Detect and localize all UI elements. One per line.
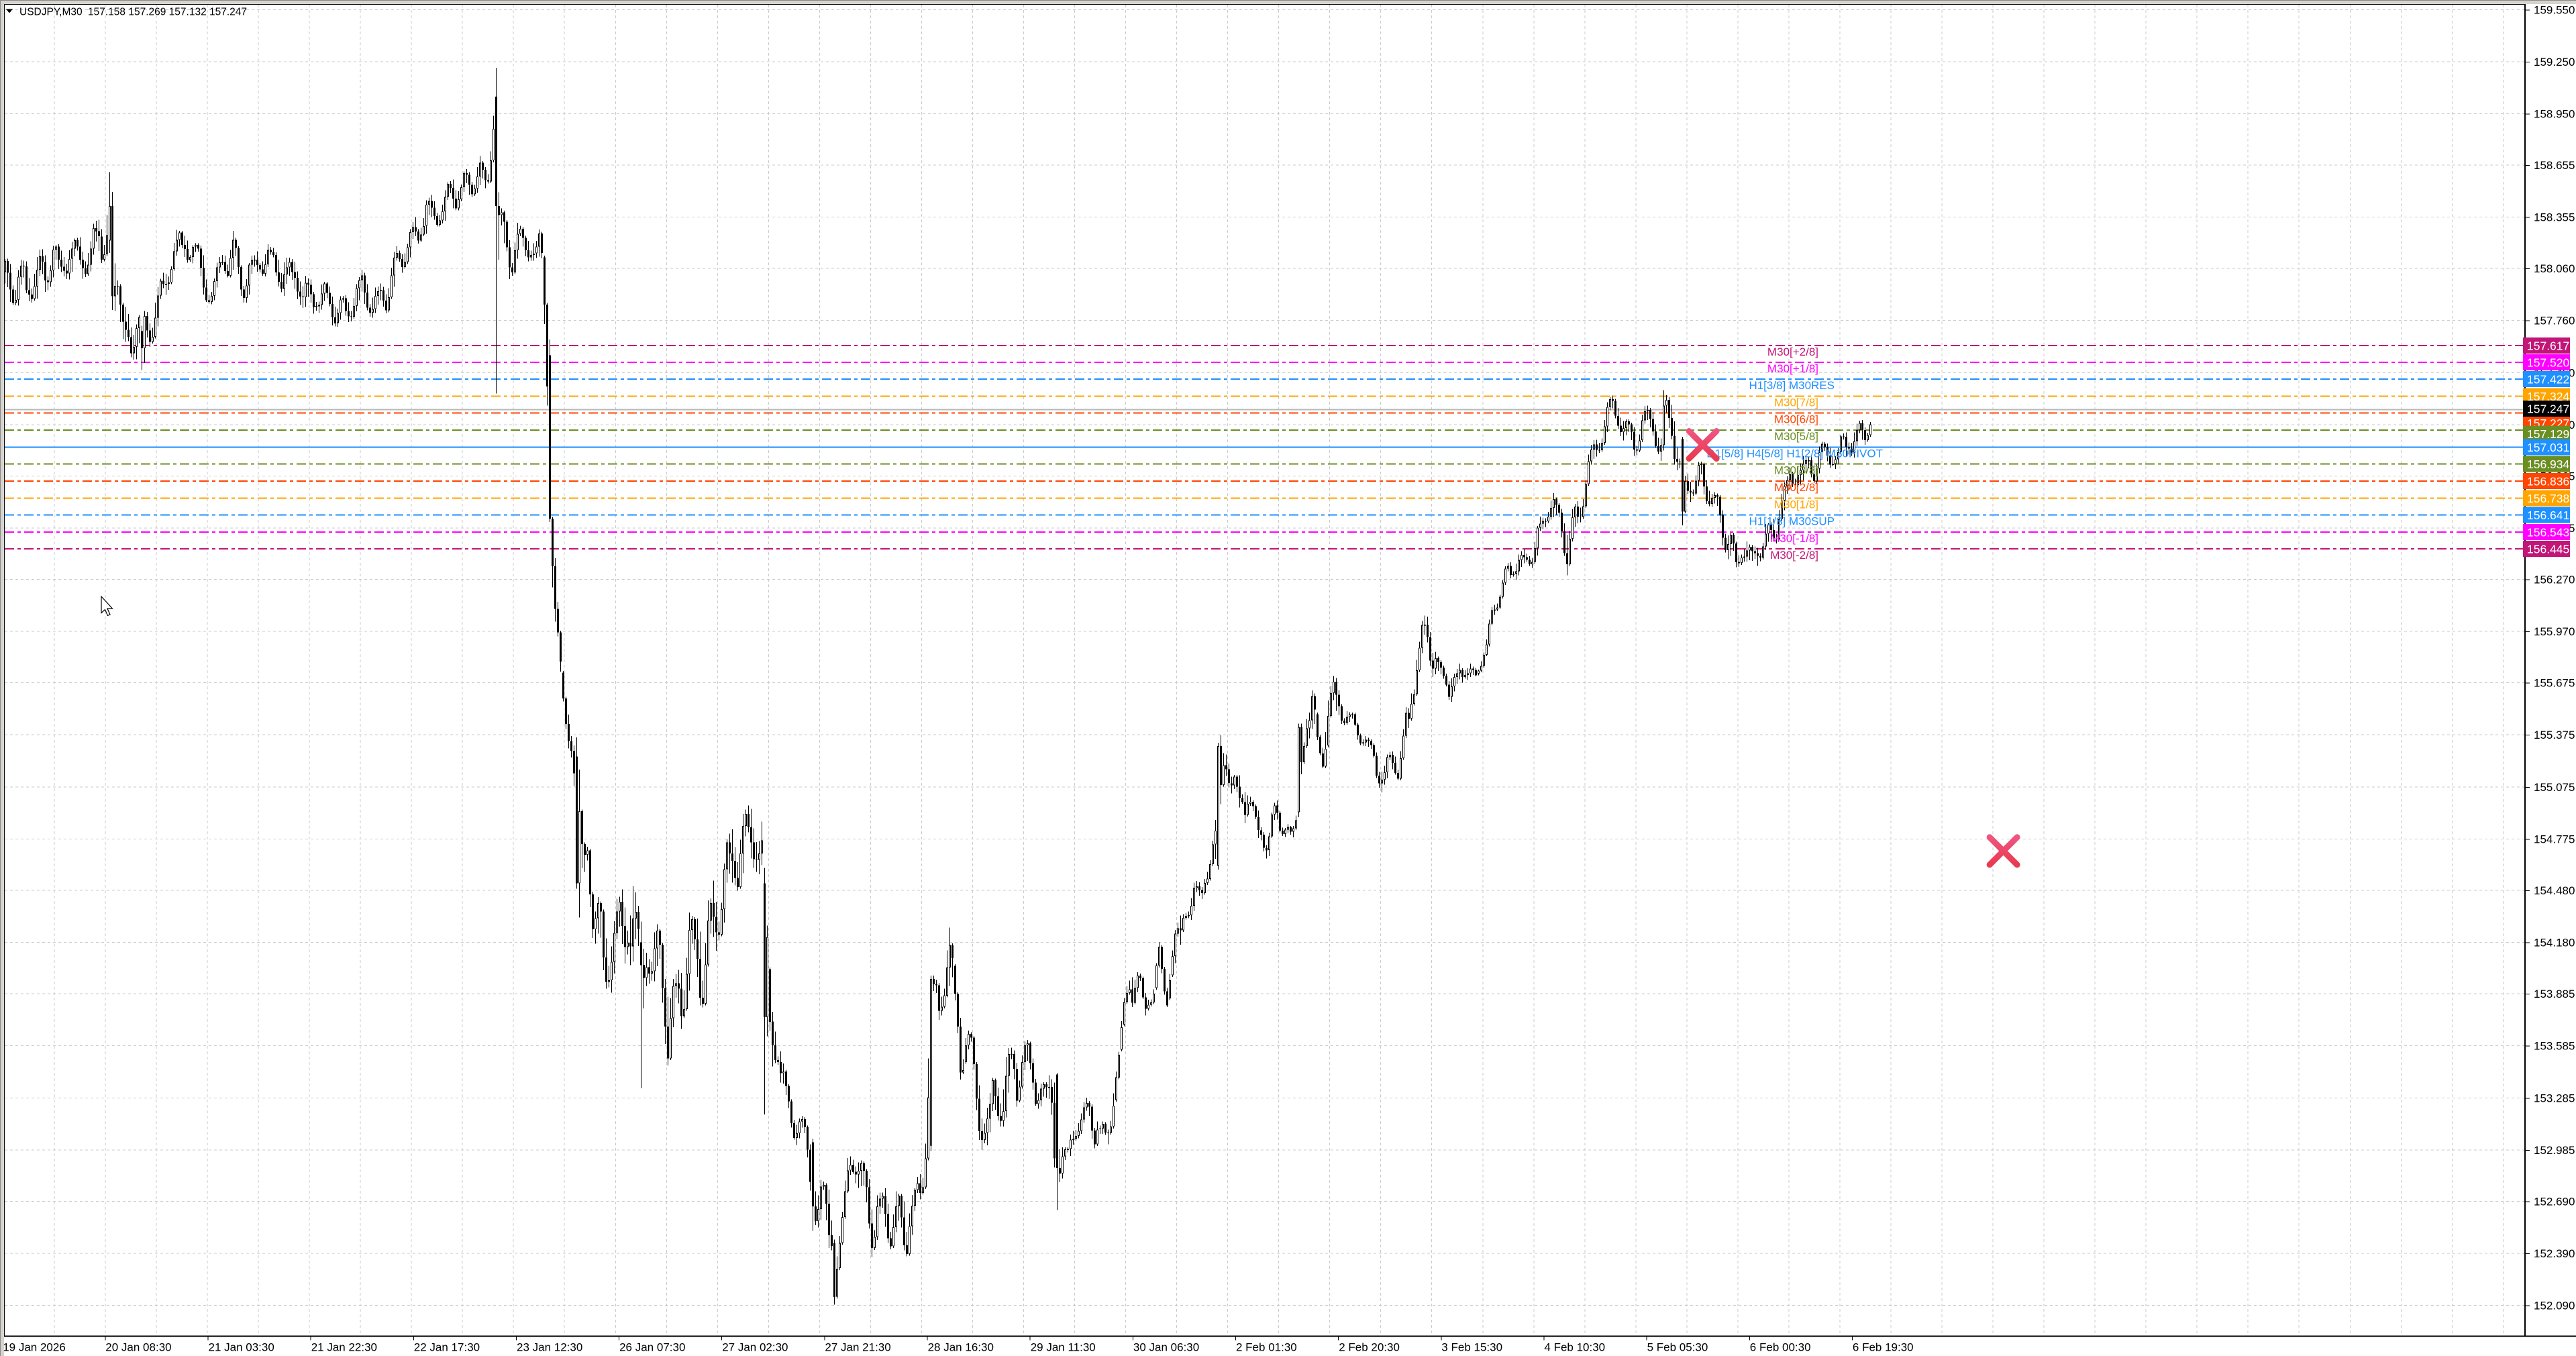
svg-text:157.760: 157.760 [2534, 315, 2575, 327]
svg-text:5 Feb 05:30: 5 Feb 05:30 [1647, 1341, 1708, 1354]
svg-text:152.690: 152.690 [2534, 1195, 2575, 1208]
svg-text:2 Feb 01:30: 2 Feb 01:30 [1236, 1341, 1297, 1354]
svg-text:155.970: 155.970 [2534, 625, 2575, 638]
svg-text:M30[+2/8]: M30[+2/8] [1767, 346, 1818, 358]
svg-text:156.270: 156.270 [2534, 574, 2575, 586]
svg-text:155.675: 155.675 [2534, 677, 2575, 690]
svg-text:M30[+1/8]: M30[+1/8] [1767, 362, 1818, 375]
svg-text:155.375: 155.375 [2534, 729, 2575, 741]
svg-text:157.422: 157.422 [2527, 373, 2569, 386]
svg-text:157.617: 157.617 [2527, 339, 2569, 352]
svg-text:158.655: 158.655 [2534, 159, 2575, 172]
svg-text:19 Jan 2026: 19 Jan 2026 [3, 1341, 66, 1354]
svg-text:29 Jan 11:30: 29 Jan 11:30 [1031, 1341, 1096, 1354]
svg-text:M30[3/8]: M30[3/8] [1774, 464, 1818, 477]
svg-text:H1[3/8] M30RES: H1[3/8] M30RES [1749, 379, 1835, 392]
svg-text:H1[1/8] M30SUP: H1[1/8] M30SUP [1749, 515, 1835, 527]
svg-text:4 Feb 10:30: 4 Feb 10:30 [1544, 1341, 1605, 1354]
svg-text:159.550: 159.550 [2534, 3, 2575, 16]
svg-text:152.390: 152.390 [2534, 1247, 2575, 1260]
svg-text:6 Feb 19:30: 6 Feb 19:30 [1853, 1341, 1914, 1354]
svg-text:30 Jan 06:30: 30 Jan 06:30 [1133, 1341, 1199, 1354]
svg-text:M30[6/8]: M30[6/8] [1774, 413, 1818, 426]
svg-text:154.775: 154.775 [2534, 833, 2575, 846]
svg-text:6 Feb 00:30: 6 Feb 00:30 [1750, 1341, 1811, 1354]
svg-text:157.129: 157.129 [2527, 427, 2569, 441]
svg-text:M30[1/8]: M30[1/8] [1774, 498, 1818, 511]
svg-text:156.543: 156.543 [2527, 525, 2569, 539]
svg-text:28 Jan 16:30: 28 Jan 16:30 [928, 1341, 994, 1354]
svg-text:M30[5/8]: M30[5/8] [1774, 430, 1818, 443]
svg-text:156.445: 156.445 [2527, 543, 2569, 556]
svg-text:159.250: 159.250 [2534, 56, 2575, 68]
svg-text:153.585: 153.585 [2534, 1040, 2575, 1053]
svg-text:155.075: 155.075 [2534, 781, 2575, 794]
svg-text:157.520: 157.520 [2527, 356, 2570, 369]
svg-text:154.480: 154.480 [2534, 884, 2575, 897]
svg-text:154.180: 154.180 [2534, 937, 2575, 949]
svg-text:157.247: 157.247 [2527, 403, 2569, 416]
svg-text:D1[5/8] H4[5/8] H1[2/8] M30PIV: D1[5/8] H4[5/8] H1[2/8] M30PIVOT [1706, 448, 1883, 460]
svg-text:M30[7/8]: M30[7/8] [1774, 397, 1818, 409]
svg-text:156.738: 156.738 [2527, 492, 2569, 505]
svg-text:158.060: 158.060 [2534, 262, 2575, 275]
svg-text:158.950: 158.950 [2534, 108, 2575, 121]
svg-text:21 Jan 22:30: 21 Jan 22:30 [311, 1341, 377, 1354]
svg-text:M30[2/8]: M30[2/8] [1774, 481, 1818, 494]
svg-text:2 Feb 20:30: 2 Feb 20:30 [1339, 1341, 1400, 1354]
svg-text:3 Feb 15:30: 3 Feb 15:30 [1441, 1341, 1502, 1354]
svg-text:156.934: 156.934 [2527, 458, 2570, 471]
svg-text:152.090: 152.090 [2534, 1300, 2575, 1312]
svg-text:M30[-1/8]: M30[-1/8] [1770, 532, 1818, 545]
svg-text:27 Jan 21:30: 27 Jan 21:30 [825, 1341, 890, 1354]
svg-text:26 Jan 07:30: 26 Jan 07:30 [619, 1341, 685, 1354]
svg-text:157.324: 157.324 [2527, 390, 2570, 403]
svg-text:23 Jan 12:30: 23 Jan 12:30 [517, 1341, 582, 1354]
svg-text:157.158 157.269 157.132 157.24: 157.158 157.269 157.132 157.247 [88, 7, 247, 18]
svg-text:158.355: 158.355 [2534, 211, 2575, 224]
svg-text:22 Jan 17:30: 22 Jan 17:30 [414, 1341, 480, 1354]
svg-text:156.641: 156.641 [2527, 509, 2569, 522]
svg-text:M30[-2/8]: M30[-2/8] [1770, 549, 1818, 562]
svg-text:153.285: 153.285 [2534, 1092, 2575, 1104]
svg-text:156.836: 156.836 [2527, 475, 2569, 488]
svg-text:21 Jan 03:30: 21 Jan 03:30 [209, 1341, 274, 1354]
svg-text:153.885: 153.885 [2534, 988, 2575, 1000]
svg-text:20 Jan 08:30: 20 Jan 08:30 [105, 1341, 171, 1354]
svg-text:152.985: 152.985 [2534, 1144, 2575, 1157]
svg-text:USDJPY,M30: USDJPY,M30 [19, 7, 83, 18]
svg-text:27 Jan 02:30: 27 Jan 02:30 [722, 1341, 788, 1354]
svg-text:157.031: 157.031 [2527, 441, 2569, 454]
